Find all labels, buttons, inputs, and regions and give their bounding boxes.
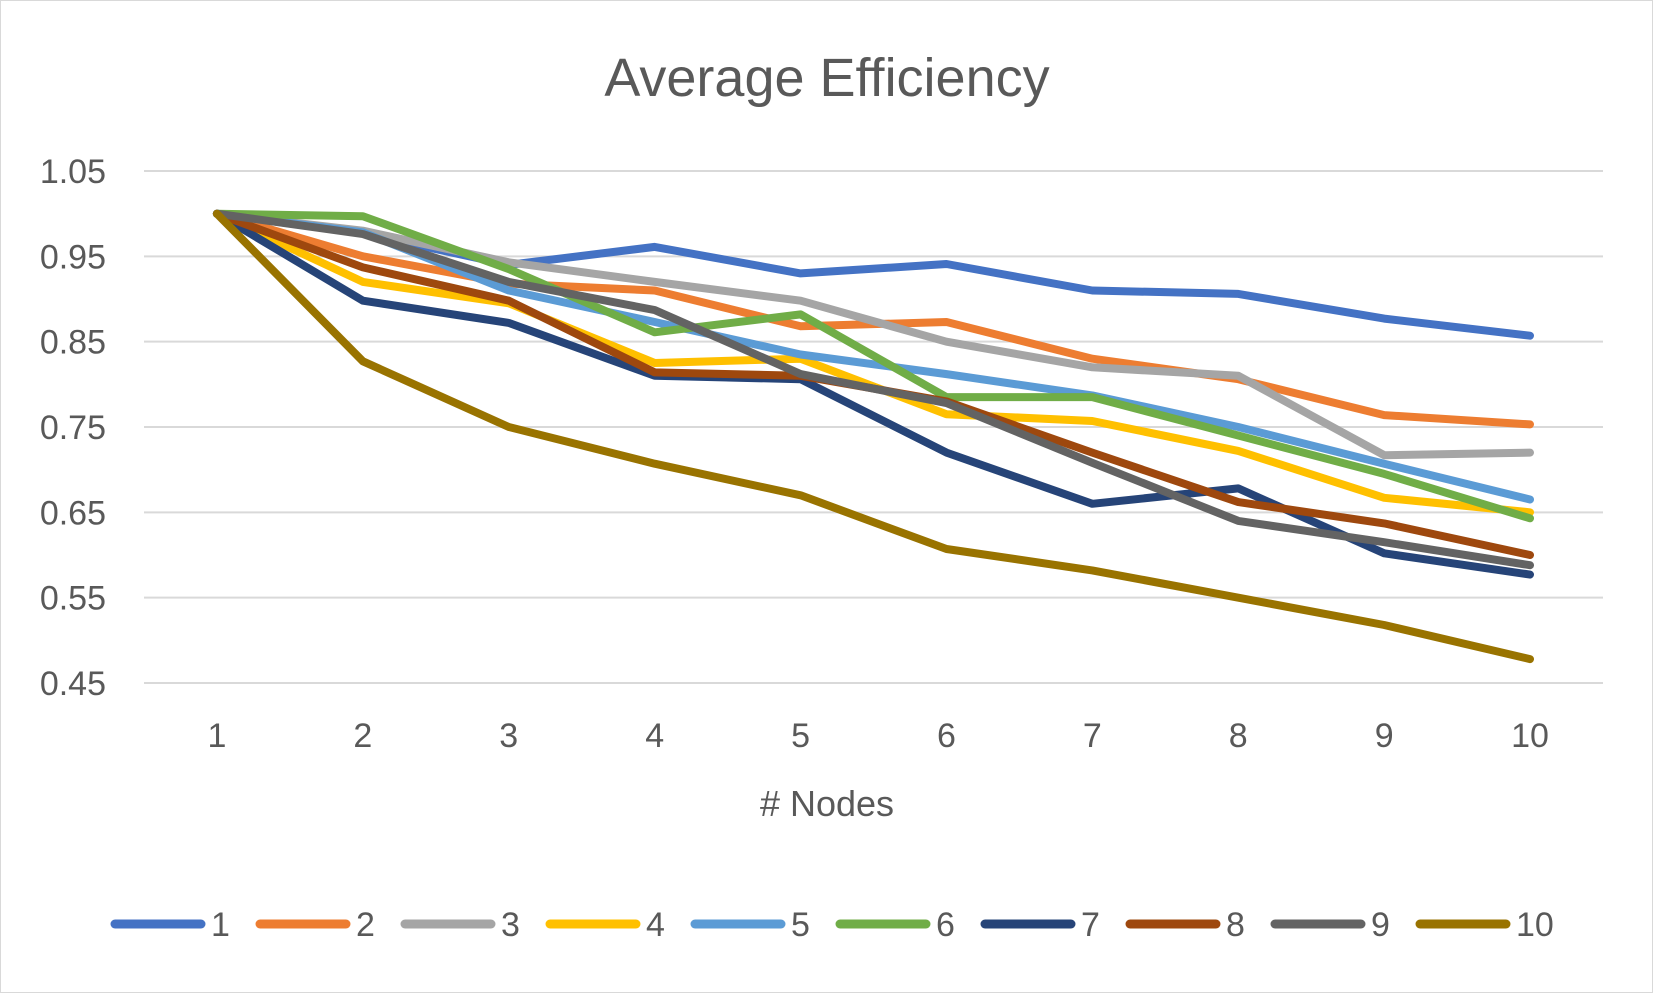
legend-label-4: 4: [646, 906, 665, 944]
legend-label-2: 2: [356, 906, 375, 944]
x-tick-label: 4: [645, 717, 664, 755]
x-axis-title: # Nodes: [760, 783, 894, 824]
x-axis-tick-labels: 1 2 3 4 5 6 7 8 9 10: [207, 717, 1548, 755]
legend-label-7: 7: [1081, 906, 1100, 944]
legend-label-8: 8: [1226, 906, 1245, 944]
x-tick-label: 1: [207, 717, 226, 755]
legend: 1 2 3 4 5 6 7 8 9 10: [110, 906, 1554, 944]
y-tick-label: 0.85: [40, 324, 106, 362]
y-tick-label: 0.45: [40, 665, 106, 703]
x-tick-label: 8: [1229, 717, 1248, 755]
x-tick-label: 2: [353, 717, 372, 755]
y-tick-label: 0.55: [40, 580, 106, 618]
legend-label-1: 1: [211, 906, 230, 944]
y-tick-label: 1.05: [40, 153, 106, 191]
x-tick-label: 5: [791, 717, 810, 755]
legend-label-9: 9: [1371, 906, 1390, 944]
x-tick-label: 3: [499, 717, 518, 755]
y-tick-label: 0.75: [40, 409, 106, 447]
legend-label-6: 6: [936, 906, 955, 944]
legend-label-10: 10: [1516, 906, 1554, 944]
x-tick-label: 7: [1083, 717, 1102, 755]
legend-label-3: 3: [501, 906, 520, 944]
legend-label-5: 5: [791, 906, 810, 944]
x-tick-label: 10: [1511, 717, 1549, 755]
chart-title: Average Efficiency: [604, 48, 1049, 108]
y-axis-tick-labels: 0.45 0.55 0.65 0.75 0.85 0.95 1.05: [40, 153, 106, 703]
series-lines: [212, 209, 1534, 664]
y-tick-label: 0.95: [40, 238, 106, 276]
x-tick-label: 9: [1375, 717, 1394, 755]
series-line-10: [212, 209, 1534, 664]
y-tick-label: 0.65: [40, 494, 106, 532]
series-line-9: [212, 209, 1534, 570]
series-line-6: [212, 209, 1534, 523]
series-line-7: [212, 209, 1534, 579]
gridlines: [144, 170, 1603, 684]
x-tick-label: 6: [937, 717, 956, 755]
